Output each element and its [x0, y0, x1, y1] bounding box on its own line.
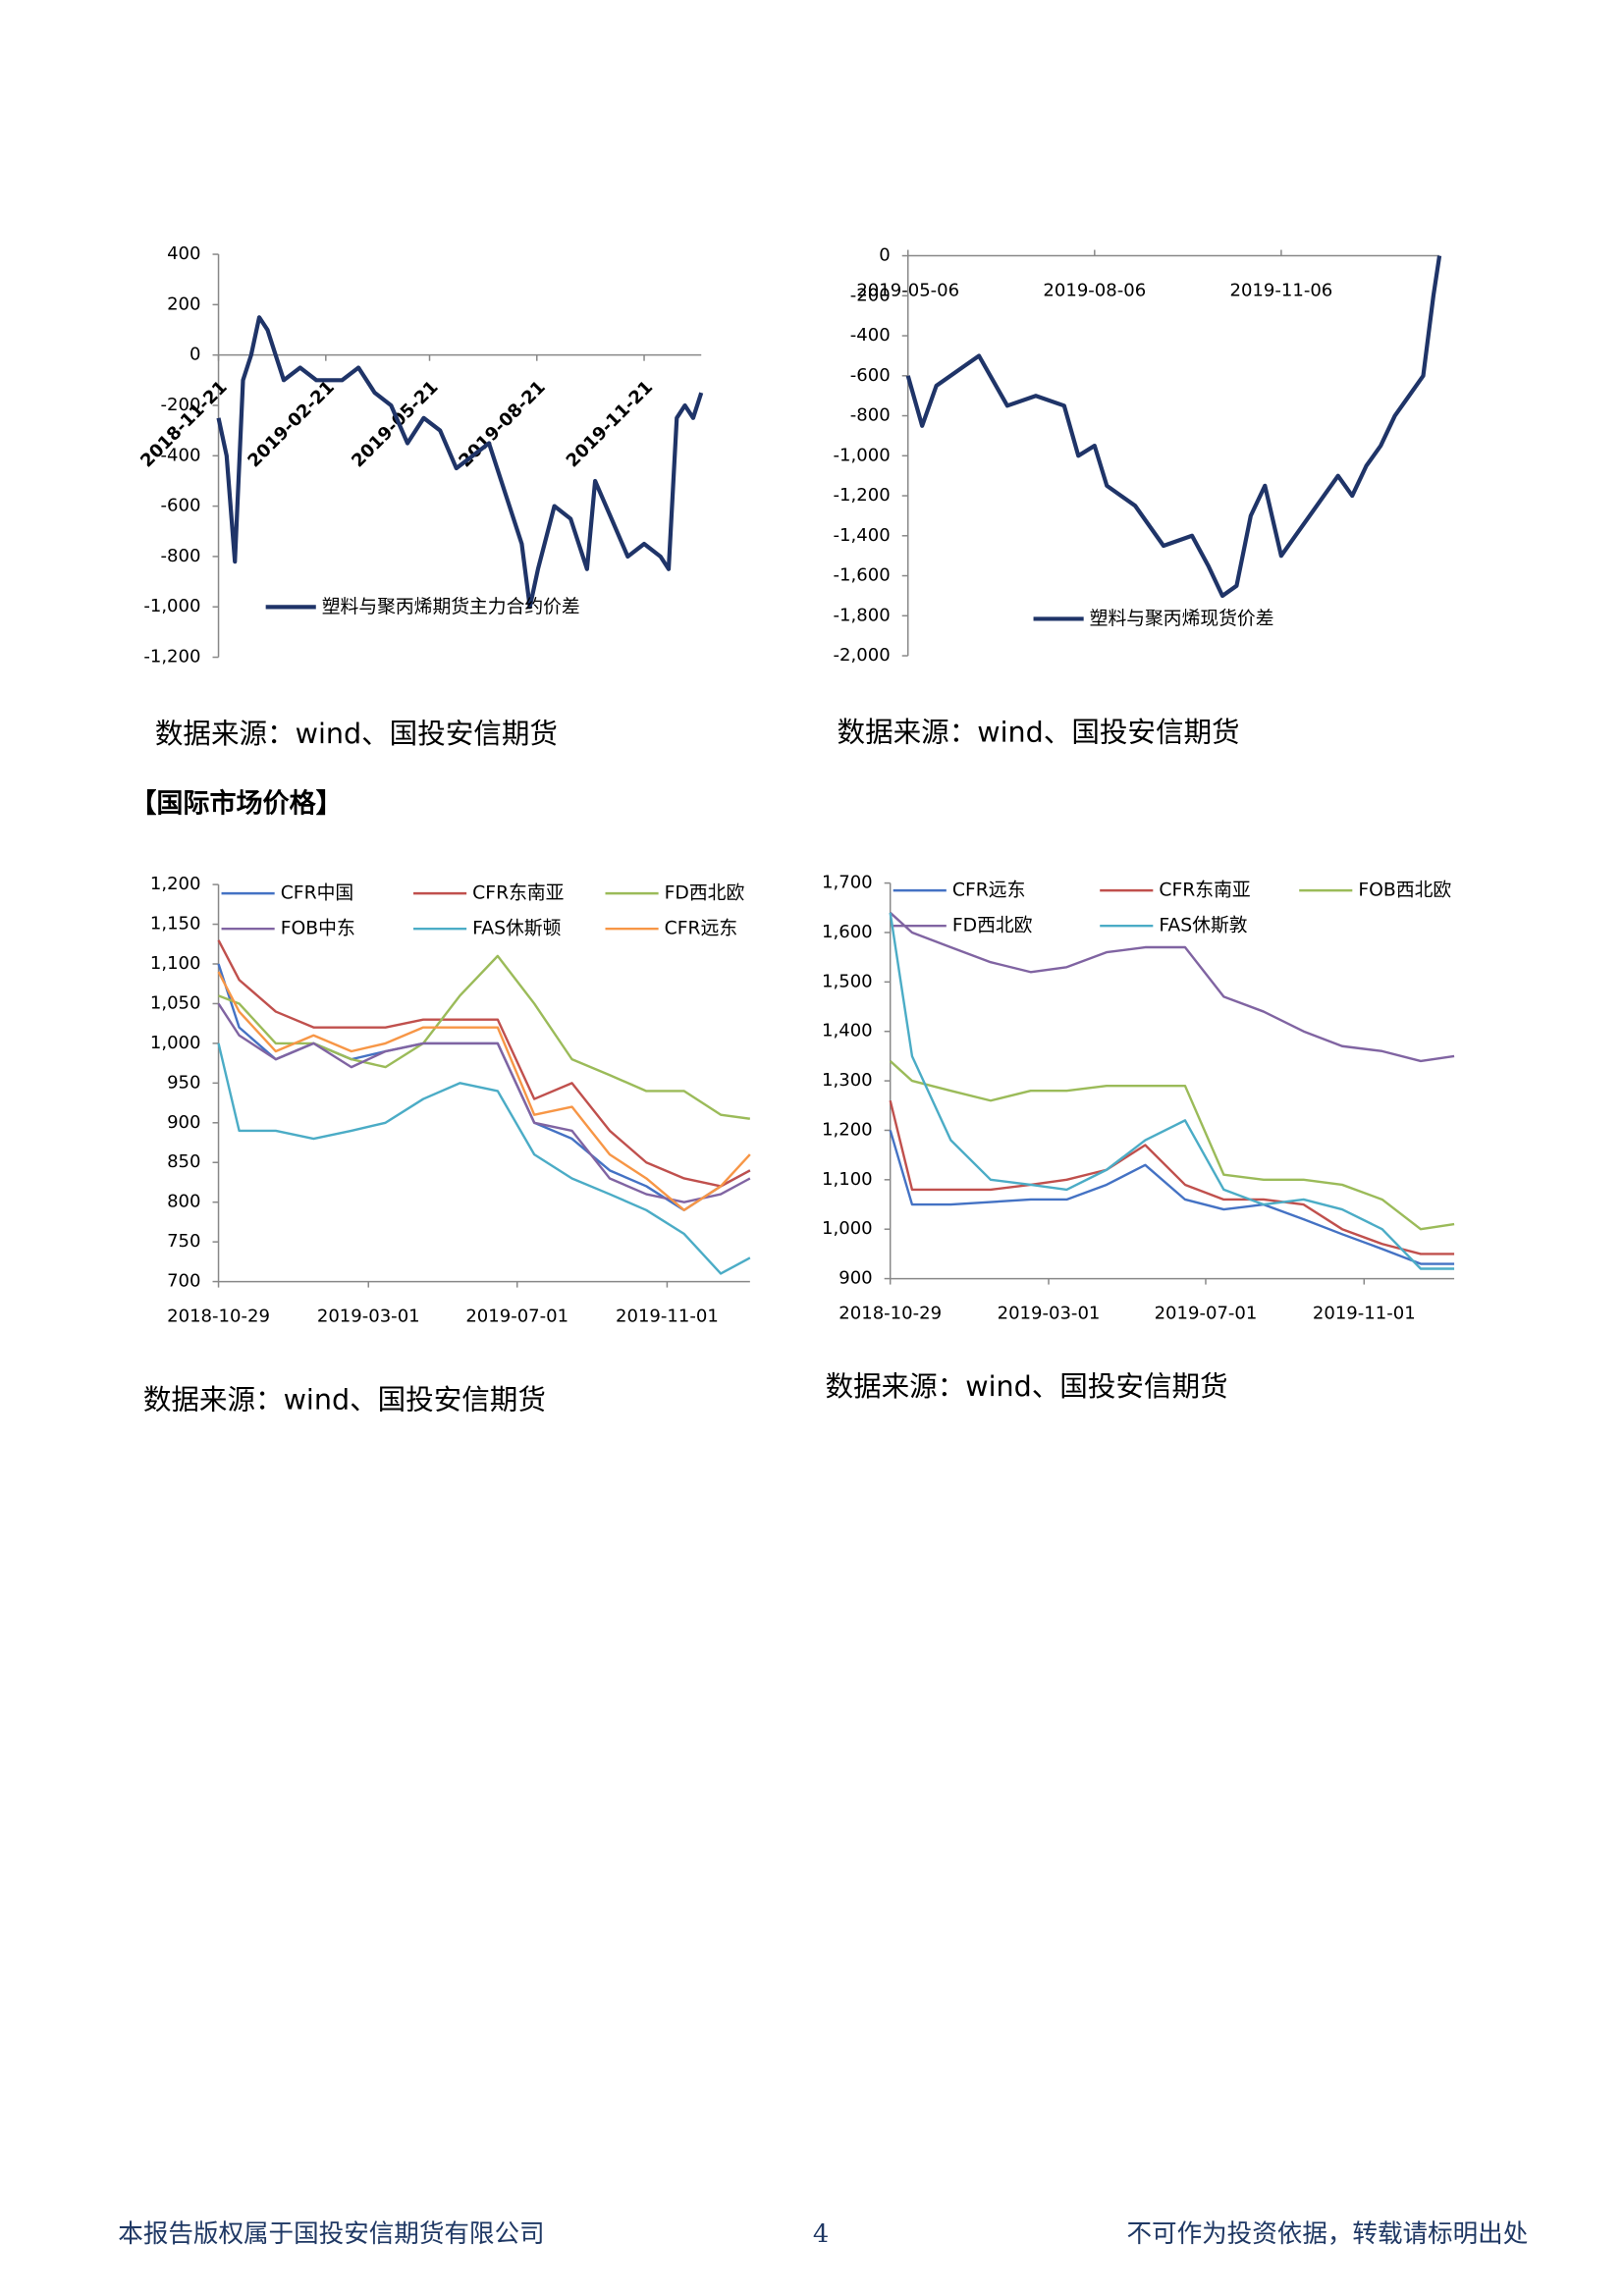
y-tick-label: 1,150	[150, 914, 201, 934]
legend-label: FD西北欧	[952, 915, 1033, 936]
y-tick-label: -1,200	[834, 485, 891, 506]
series-line	[889, 912, 1455, 1270]
legend-label: CFR远东	[952, 880, 1026, 901]
legend-label: 塑料与聚丙烯期货主力合约价差	[322, 596, 580, 617]
series-line	[905, 255, 1442, 599]
x-tick-label: 2019-11-01	[616, 1307, 719, 1327]
y-tick-label: 1,200	[822, 1119, 873, 1140]
y-tick-label: 0	[189, 345, 200, 365]
y-tick-label: 200	[167, 294, 200, 314]
y-tick-label: 1,000	[150, 1033, 201, 1053]
y-tick-label: 1,300	[822, 1070, 873, 1091]
y-tick-label: -200	[850, 285, 891, 305]
y-tick-label: 400	[167, 243, 200, 264]
series-line	[889, 1099, 1455, 1255]
y-tick-label: 800	[167, 1192, 200, 1212]
caption: 数据来源：wind、国投安信期货	[155, 717, 558, 750]
x-tick-label: 2019-03-01	[998, 1304, 1101, 1324]
series-line	[889, 911, 1455, 1063]
x-tick-label: 2019-02-21	[244, 377, 338, 471]
y-tick-label: 750	[167, 1231, 200, 1252]
series-line	[217, 1042, 751, 1275]
x-tick-label: 2019-07-01	[465, 1307, 568, 1327]
y-tick-label: 1,200	[150, 874, 201, 894]
series-line	[217, 939, 751, 1188]
legend-label: CFR东南亚	[1159, 880, 1250, 901]
x-tick-label: 2019-08-06	[1043, 281, 1146, 301]
legend-label: FD西北欧	[665, 882, 745, 904]
y-tick-label: -600	[161, 496, 201, 516]
y-tick-label: -1,000	[834, 445, 891, 465]
y-tick-label: -1,200	[143, 647, 200, 667]
legend-label: FAS休斯敦	[1159, 915, 1247, 936]
y-tick-label: -800	[850, 405, 891, 426]
series-line	[218, 954, 751, 1120]
y-tick-label: 900	[839, 1268, 872, 1289]
y-tick-label: 1,100	[150, 953, 201, 974]
y-tick-label: 950	[167, 1072, 200, 1093]
series-line	[889, 1060, 1455, 1231]
y-tick-label: -200	[161, 395, 201, 415]
y-tick-label: 1,000	[822, 1218, 873, 1239]
y-tick-label: 1,700	[822, 873, 873, 893]
x-tick-label: 2019-07-01	[1155, 1304, 1258, 1324]
series-line	[889, 1130, 1455, 1265]
y-tick-label: -800	[161, 546, 201, 566]
y-tick-label: 900	[167, 1112, 200, 1133]
legend-label: CFR中国	[281, 882, 354, 904]
x-tick-label: 2019-11-01	[1313, 1304, 1416, 1324]
y-tick-label: -400	[161, 445, 201, 465]
y-tick-label: 1,400	[822, 1021, 873, 1041]
page-number: 4	[813, 2219, 829, 2249]
x-tick-label: 2019-05-21	[348, 377, 442, 471]
x-tick-label: 2019-05-06	[856, 281, 959, 301]
caption: 数据来源：wind、国投安信期货	[838, 716, 1240, 749]
caption: 数据来源：wind、国投安信期货	[826, 1369, 1228, 1403]
series-line	[217, 1002, 751, 1203]
y-tick-label: 1,500	[822, 971, 873, 991]
y-tick-label: 0	[879, 245, 890, 266]
legend-label: CFR远东	[665, 918, 738, 939]
legend-label: CFR东南亚	[472, 882, 564, 904]
footer-right: 不可作为投资依据，转载请标明出处	[1127, 2219, 1529, 2249]
x-tick-label: 2018-10-29	[839, 1304, 942, 1324]
y-tick-label: 1,100	[822, 1169, 873, 1190]
x-tick-label: 2019-03-01	[317, 1307, 420, 1327]
y-tick-label: -2,000	[834, 645, 891, 666]
x-tick-label: 2019-11-21	[563, 377, 657, 471]
x-tick-label: 2018-10-29	[167, 1307, 270, 1327]
legend-label: FAS休斯顿	[472, 918, 561, 939]
y-tick-label: -600	[850, 365, 891, 386]
y-tick-label: -1,800	[834, 605, 891, 625]
footer-left: 本报告版权属于国投安信期货有限公司	[118, 2219, 544, 2249]
y-tick-label: -1,400	[834, 525, 891, 546]
series-line	[216, 315, 704, 610]
legend-label: FOB西北欧	[1358, 880, 1451, 901]
x-tick-label: 2019-11-06	[1229, 281, 1332, 301]
caption: 数据来源：wind、国投安信期货	[143, 1382, 546, 1415]
section-heading: 【国际市场价格】	[130, 787, 342, 819]
y-tick-label: -400	[850, 325, 891, 346]
y-tick-label: -1,600	[834, 565, 891, 586]
series-line	[217, 971, 751, 1212]
y-tick-label: 1,050	[150, 992, 201, 1013]
y-tick-label: -1,000	[143, 596, 200, 616]
y-tick-label: 700	[167, 1271, 200, 1292]
y-tick-label: 1,600	[822, 922, 873, 942]
legend-label: FOB中东	[281, 918, 355, 939]
legend-label: 塑料与聚丙烯现货价差	[1090, 608, 1274, 629]
y-tick-label: 850	[167, 1151, 200, 1172]
